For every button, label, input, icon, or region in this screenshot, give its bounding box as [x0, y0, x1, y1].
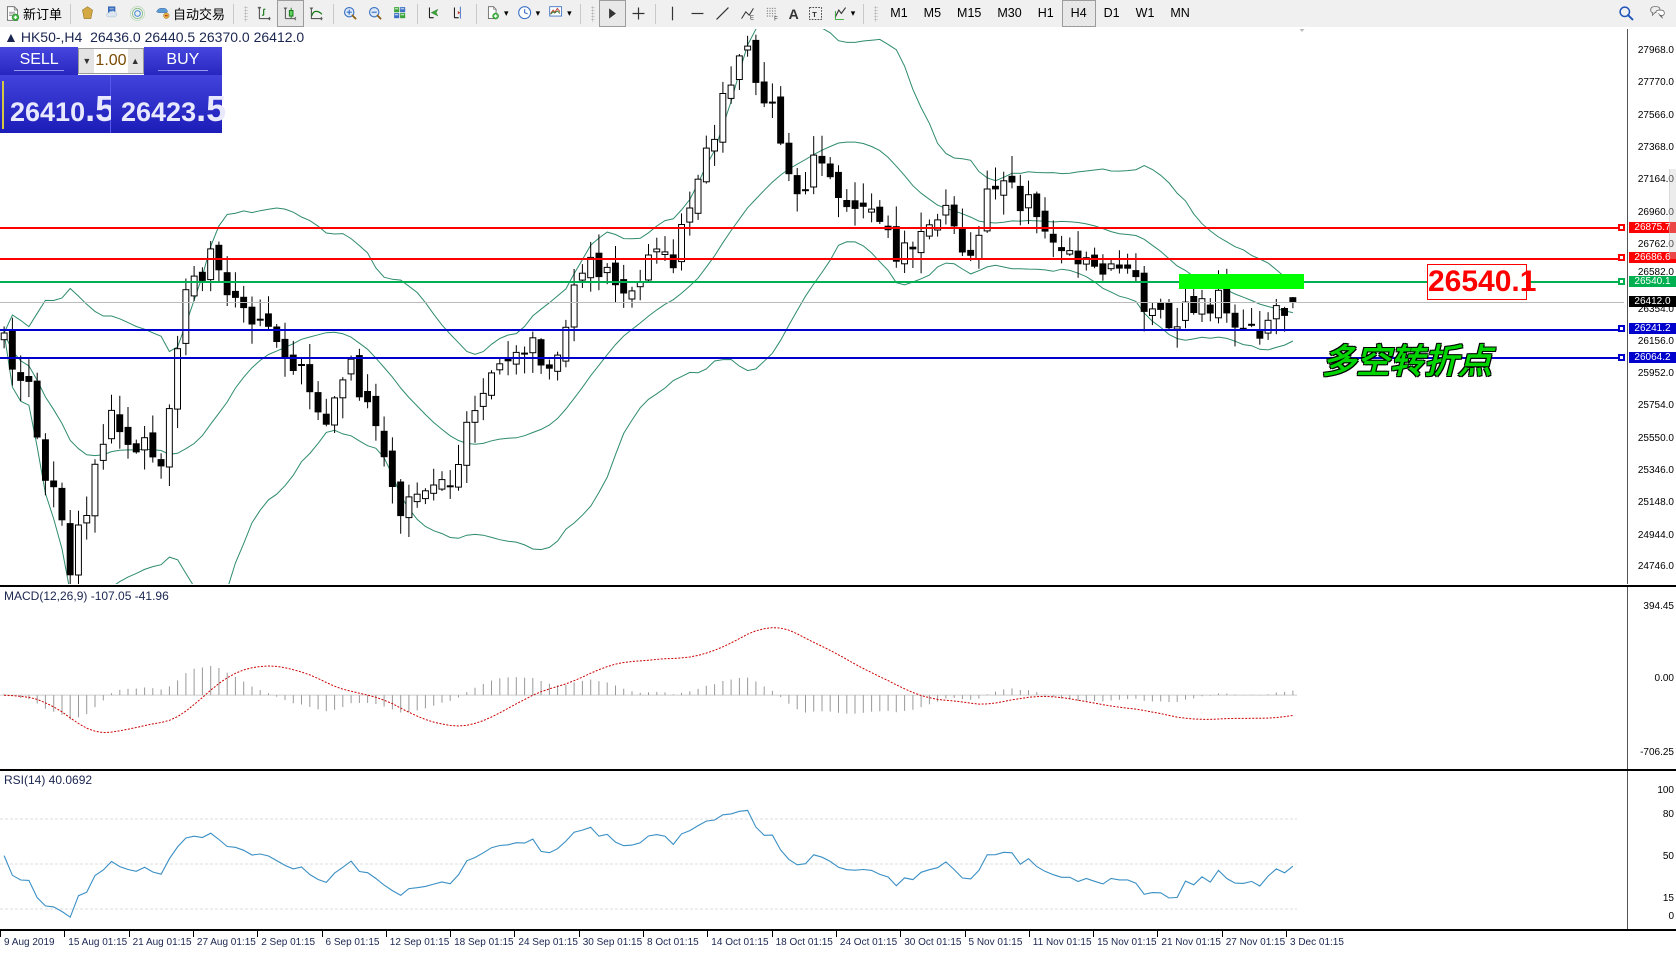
svg-text:F: F	[774, 16, 778, 22]
svg-text:T: T	[812, 10, 817, 19]
svg-text:E: E	[750, 15, 754, 21]
